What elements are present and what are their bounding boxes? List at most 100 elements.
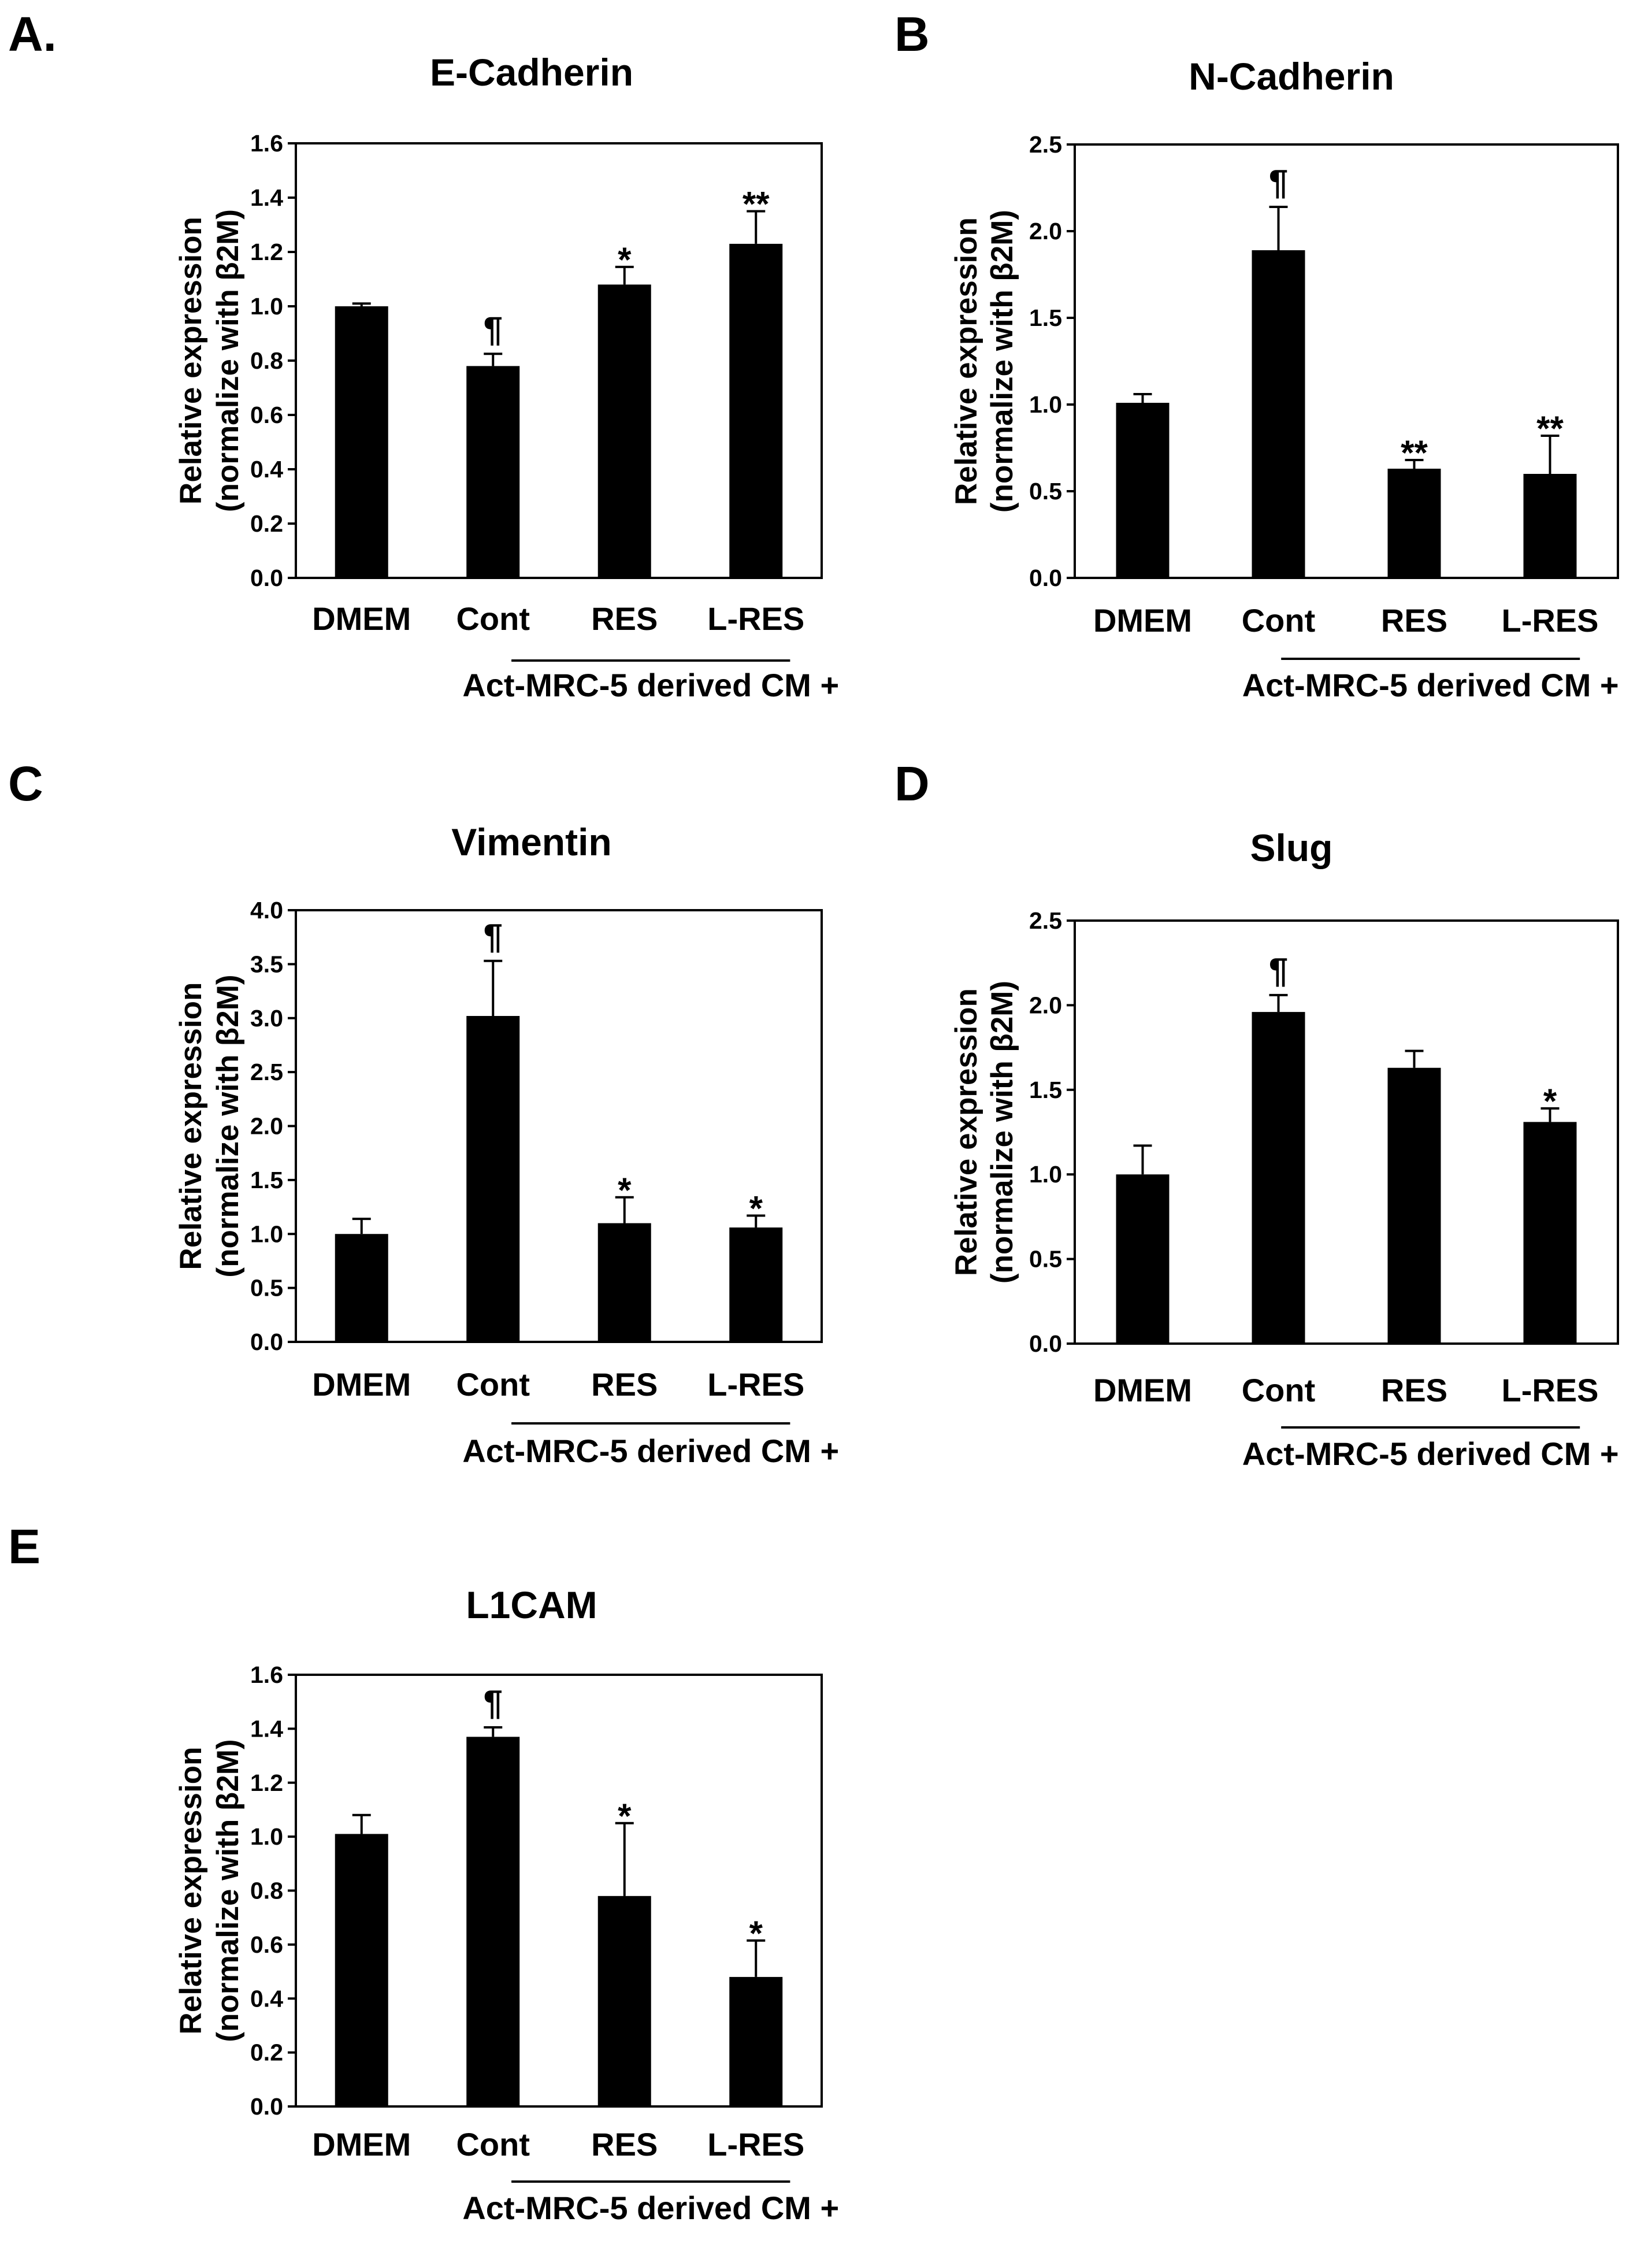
panel-letter: C xyxy=(8,756,43,811)
significance-marker: * xyxy=(618,1797,632,1835)
y-tick-label: 2.0 xyxy=(250,1113,283,1140)
y-tick-label: 0.8 xyxy=(250,1878,283,1904)
chart-panel-5: E L1CAM 0.0 0.2 0.4 0.6 0.8 1.0 1.2 1.4 1.6 Relativ… xyxy=(8,1519,839,2226)
y-tick-label: 0.0 xyxy=(1029,565,1062,591)
y-tick-label: 1.2 xyxy=(250,1770,283,1796)
y-axis-label-line1: Relative expression xyxy=(949,217,983,505)
y-tick-label: 3.5 xyxy=(250,951,283,977)
bar-cont xyxy=(1252,1012,1305,1344)
y-tick-label: 0.0 xyxy=(250,1329,283,1355)
y-tick-label: 0.2 xyxy=(250,2039,283,2066)
group-label: Act-MRC-5 derived CM + xyxy=(462,2190,839,2226)
y-tick-label: 2.5 xyxy=(1029,131,1062,158)
bar-res xyxy=(1387,1067,1441,1344)
bar-res xyxy=(597,1223,651,1342)
bar-dmem xyxy=(335,1834,388,2106)
panel-letter: E xyxy=(8,1519,40,1574)
significance-marker: * xyxy=(618,240,632,279)
bar-dmem xyxy=(335,1234,388,1342)
group-label: Act-MRC-5 derived CM + xyxy=(1242,1436,1619,1472)
y-axis-label-line1: Relative expression xyxy=(174,982,208,1270)
y-tick-label: 2.5 xyxy=(1029,907,1062,934)
y-tick-label: 0.4 xyxy=(250,1985,283,2012)
y-tick-label: 1.2 xyxy=(250,239,283,265)
y-axis-label-line2: (normalize with β2M) xyxy=(985,210,1019,513)
y-tick-label: 1.6 xyxy=(250,130,283,157)
category-label: RES xyxy=(591,1366,658,1403)
significance-marker: ¶ xyxy=(1269,951,1288,990)
group-label: Act-MRC-5 derived CM + xyxy=(1242,667,1619,703)
y-tick-label: 1.4 xyxy=(250,184,283,211)
category-label: L-RES xyxy=(707,2126,804,2163)
bar-l-res xyxy=(729,1976,783,2106)
y-tick-label: 0.6 xyxy=(250,402,283,428)
category-label: Cont xyxy=(456,600,530,637)
y-tick-label: 1.0 xyxy=(250,1823,283,1850)
y-axis-label-line2: (normalize with β2M) xyxy=(211,209,245,512)
category-label: RES xyxy=(591,2126,658,2163)
significance-marker: * xyxy=(749,1914,763,1953)
bar-res xyxy=(597,284,651,578)
chart-title: E-Cadherin xyxy=(430,51,633,94)
significance-marker: ** xyxy=(743,185,770,224)
bar-cont xyxy=(466,1737,520,2106)
chart-title: Vimentin xyxy=(451,821,612,863)
significance-marker: * xyxy=(618,1171,632,1210)
y-axis-label-line2: (normalize with β2M) xyxy=(211,1739,245,2042)
y-axis-label-line2: (normalize with β2M) xyxy=(985,981,1019,1284)
plot-frame xyxy=(1074,919,1619,1345)
y-tick-label: 0.6 xyxy=(250,1931,283,1958)
bar-dmem xyxy=(335,306,388,578)
group-label: Act-MRC-5 derived CM + xyxy=(462,667,839,703)
category-label: DMEM xyxy=(1093,602,1192,639)
category-label: RES xyxy=(1381,602,1447,639)
y-tick-label: 1.5 xyxy=(250,1167,283,1193)
bar-l-res xyxy=(1523,474,1577,578)
chart-title: Slug xyxy=(1250,826,1333,869)
bar-cont xyxy=(1252,250,1305,578)
significance-marker: * xyxy=(1543,1082,1557,1121)
significance-marker: ¶ xyxy=(484,310,503,348)
y-tick-label: 0.5 xyxy=(1029,478,1062,505)
category-label: DMEM xyxy=(312,2126,411,2163)
category-label: Cont xyxy=(1242,1372,1316,1408)
bar-cont xyxy=(466,1016,520,1342)
category-label: Cont xyxy=(1242,602,1316,639)
category-label: L-RES xyxy=(707,1366,804,1403)
y-tick-label: 1.5 xyxy=(1029,1077,1062,1103)
group-label: Act-MRC-5 derived CM + xyxy=(462,1433,839,1469)
chart-title: N-Cadherin xyxy=(1189,55,1394,98)
category-label: Cont xyxy=(456,2126,530,2163)
y-tick-label: 1.4 xyxy=(250,1715,283,1742)
y-axis-label-line1: Relative expression xyxy=(949,988,983,1276)
significance-marker: ¶ xyxy=(484,1683,503,1722)
y-tick-label: 1.0 xyxy=(1029,391,1062,418)
y-axis-label-line1: Relative expression xyxy=(174,217,208,505)
category-label: Cont xyxy=(456,1366,530,1403)
plot-frame xyxy=(1074,143,1619,579)
y-tick-label: 3.0 xyxy=(250,1005,283,1032)
panel-letter: B xyxy=(894,7,930,61)
chart-panel-2: B N-Cadherin 0.0 0.5 1.0 1.5 2.0 2.5 Relative ex… xyxy=(894,7,1619,703)
y-tick-label: 0.0 xyxy=(250,2093,283,2120)
y-tick-label: 1.0 xyxy=(250,1221,283,1247)
bar-cont xyxy=(466,366,520,578)
y-tick-label: 0.0 xyxy=(1029,1330,1062,1357)
y-tick-label: 2.0 xyxy=(1029,992,1062,1018)
chart-panel-3: C Vimentin 0.0 0.5 1.0 1.5 2.0 2.5 3.0 3.5 4.0 Rela… xyxy=(8,756,839,1469)
category-label: L-RES xyxy=(707,600,804,637)
bar-res xyxy=(1387,469,1441,578)
chart-panel-1: A. E-Cadherin 0.0 0.2 0.4 0.6 0.8 1.0 1.2 1.4 1.6 R… xyxy=(8,7,839,703)
y-tick-label: 0.8 xyxy=(250,347,283,374)
category-label: DMEM xyxy=(1093,1372,1192,1408)
category-label: L-RES xyxy=(1502,1372,1599,1408)
y-tick-label: 1.0 xyxy=(250,293,283,320)
y-tick-label: 0.5 xyxy=(1029,1246,1062,1273)
y-axis-label-line2: (normalize with β2M) xyxy=(211,974,245,1277)
y-tick-label: 0.4 xyxy=(250,456,283,483)
y-axis-label-line1: Relative expression xyxy=(174,1747,208,2035)
y-tick-label: 2.5 xyxy=(250,1059,283,1085)
bar-dmem xyxy=(1116,403,1170,578)
y-tick-label: 4.0 xyxy=(250,897,283,923)
